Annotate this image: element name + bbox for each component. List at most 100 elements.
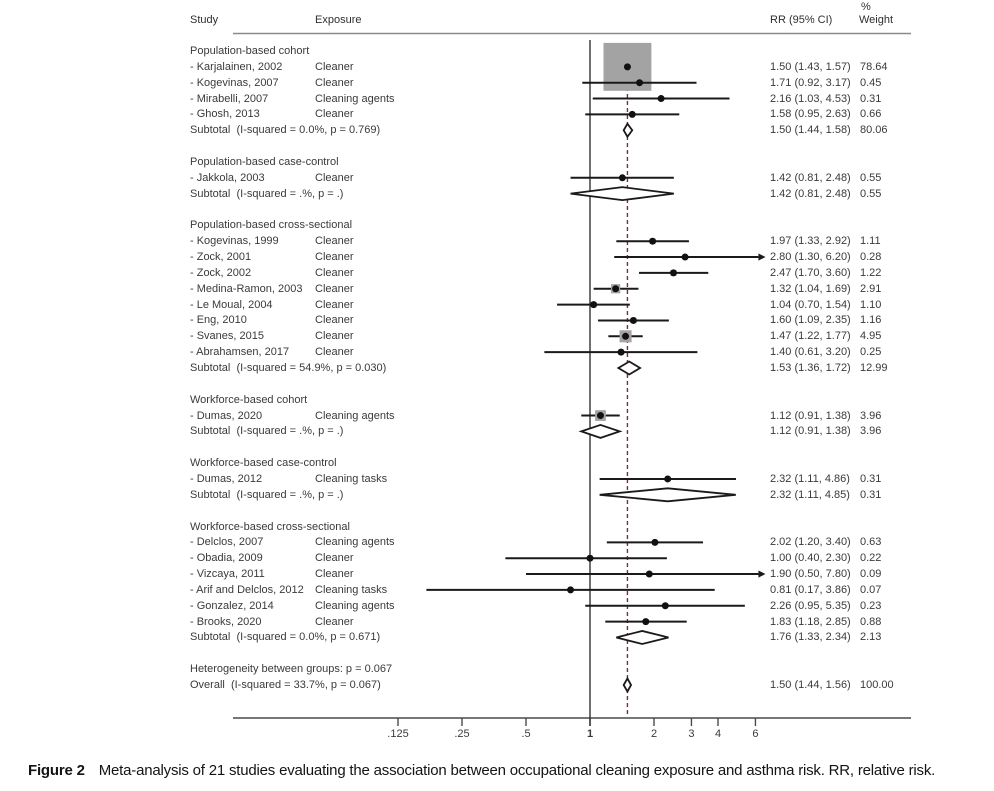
point-estimate-marker bbox=[590, 301, 598, 309]
study-label: - Mirabelli, 2007 bbox=[190, 92, 269, 105]
group-header: Population-based case-control bbox=[190, 155, 339, 168]
weight-value: 0.66 bbox=[860, 108, 882, 121]
weight-value: 12.99 bbox=[860, 362, 888, 374]
exposure-label: Cleaner bbox=[315, 251, 354, 264]
point-estimate-marker bbox=[586, 554, 594, 562]
point-estimate-marker bbox=[636, 79, 644, 87]
point-estimate-marker bbox=[567, 586, 575, 594]
weight-value: 100.00 bbox=[860, 679, 894, 691]
column-header-percent: % bbox=[861, 1, 871, 13]
exposure-label: Cleaner bbox=[315, 171, 354, 184]
exposure-label: Cleaning agents bbox=[315, 599, 395, 612]
exposure-label: Cleaner bbox=[315, 235, 354, 248]
rr-ci-value: 1.71 (0.92, 3.17) bbox=[770, 76, 851, 89]
weight-value: 2.13 bbox=[860, 631, 882, 644]
point-estimate-marker bbox=[612, 285, 620, 293]
exposure-label: Cleaner bbox=[315, 266, 354, 279]
group-header: Workforce-based cohort bbox=[190, 393, 308, 406]
weight-value: 4.95 bbox=[860, 330, 882, 343]
x-tick-label: 3 bbox=[688, 728, 695, 740]
point-estimate-marker bbox=[649, 237, 657, 245]
group-header: Population-based cohort bbox=[190, 45, 310, 57]
weight-value: 0.31 bbox=[860, 488, 882, 501]
study-label: - Le Moual, 2004 bbox=[190, 298, 273, 311]
subtotal-label: Subtotal (I-squared = 0.0%, p = 0.671) bbox=[190, 631, 381, 644]
column-header-rr-ci: RR (95% CI) bbox=[770, 14, 833, 26]
group-header: Workforce-based case-control bbox=[190, 457, 337, 470]
point-estimate-marker bbox=[664, 475, 672, 483]
subtotal-diamond bbox=[622, 122, 634, 139]
subtotal-diamond bbox=[570, 186, 674, 202]
weight-value: 3.96 bbox=[860, 425, 882, 438]
exposure-label: Cleaner bbox=[315, 76, 354, 89]
weight-value: 2.91 bbox=[860, 282, 882, 295]
rr-ci-value: 1.12 (0.91, 1.38) bbox=[770, 409, 851, 422]
rr-ci-value: 2.26 (0.95, 5.35) bbox=[770, 599, 851, 612]
point-estimate-marker bbox=[642, 618, 650, 626]
study-label: - Gonzalez, 2014 bbox=[190, 599, 274, 612]
exposure-label: Cleaner bbox=[315, 552, 354, 565]
point-estimate-marker bbox=[596, 412, 604, 420]
rr-ci-value: 1.32 (1.04, 1.69) bbox=[770, 282, 851, 295]
exposure-label: Cleaner bbox=[315, 346, 354, 359]
exposure-label: Cleaner bbox=[315, 615, 354, 628]
overall-label: Overall (I-squared = 33.7%, p = 0.067) bbox=[190, 679, 381, 691]
rr-ci-value: 1.60 (1.09, 2.35) bbox=[770, 314, 851, 327]
rr-ci-value: 1.90 (0.50, 7.80) bbox=[770, 568, 851, 581]
exposure-label: Cleaning agents bbox=[315, 92, 395, 105]
study-label: - Ghosh, 2013 bbox=[190, 108, 260, 121]
study-label: - Svanes, 2015 bbox=[190, 330, 264, 343]
exposure-label: Cleaner bbox=[315, 314, 354, 327]
study-label: - Vizcaya, 2011 bbox=[190, 568, 265, 581]
rr-ci-value: 1.97 (1.33, 2.92) bbox=[770, 235, 851, 248]
point-estimate-marker bbox=[618, 174, 626, 182]
point-estimate-marker bbox=[661, 602, 669, 610]
rr-ci-value: 1.50 (1.43, 1.57) bbox=[770, 60, 851, 73]
study-label: - Obadia, 2009 bbox=[190, 552, 263, 565]
subtotal-diamond bbox=[616, 630, 669, 645]
subtotal-label: Subtotal (I-squared = 54.9%, p = 0.030) bbox=[190, 362, 387, 374]
weight-value: 0.09 bbox=[860, 568, 882, 581]
rr-ci-value: 2.02 (1.20, 3.40) bbox=[770, 536, 851, 549]
subtotal-label: Subtotal (I-squared = .%, p = .) bbox=[190, 425, 344, 438]
x-tick-label: .125 bbox=[387, 728, 409, 740]
exposure-label: Cleaner bbox=[315, 282, 354, 295]
study-label: - Zock, 2001 bbox=[190, 251, 252, 264]
weight-value: 1.16 bbox=[860, 314, 882, 327]
study-label: - Dumas, 2012 bbox=[190, 472, 263, 485]
exposure-label: Cleaning tasks bbox=[315, 472, 388, 485]
figure-caption-label: Figure 2 bbox=[28, 762, 85, 779]
exposure-label: Cleaning tasks bbox=[315, 583, 388, 596]
weight-value: 0.88 bbox=[860, 615, 882, 628]
point-estimate-marker bbox=[623, 63, 631, 71]
exposure-label: Cleaner bbox=[315, 298, 354, 311]
point-estimate-marker bbox=[629, 316, 637, 324]
column-header-study: Study bbox=[190, 14, 219, 26]
subtotal-label: Subtotal (I-squared = 0.0%, p = 0.769) bbox=[190, 124, 381, 137]
study-label: - Kogevinas, 2007 bbox=[190, 76, 279, 89]
subtotal-diamond bbox=[578, 423, 623, 439]
exposure-label: Cleaning agents bbox=[315, 409, 395, 422]
rr-ci-value: 2.32 (1.11, 4.85) bbox=[770, 488, 850, 501]
weight-value: 1.10 bbox=[860, 298, 882, 311]
rr-ci-value: 1.58 (0.95, 2.63) bbox=[770, 108, 851, 121]
study-label: - Karjalainen, 2002 bbox=[190, 60, 283, 73]
rr-ci-value: 1.04 (0.70, 1.54) bbox=[770, 298, 851, 311]
ci-arrow-cap bbox=[758, 253, 766, 261]
weight-value: 0.31 bbox=[860, 472, 882, 485]
study-label: - Arif and Delclos, 2012 bbox=[190, 583, 304, 596]
rr-ci-value: 1.50 (1.44, 1.58) bbox=[770, 124, 851, 137]
weight-value: 0.28 bbox=[860, 251, 882, 264]
column-header-exposure: Exposure bbox=[315, 14, 362, 26]
rr-ci-value: 2.47 (1.70, 3.60) bbox=[770, 266, 851, 279]
figure-caption: Figure 2 Meta-analysis of 21 studies eval… bbox=[28, 761, 978, 781]
weight-value: 0.55 bbox=[860, 187, 882, 200]
point-estimate-marker bbox=[622, 332, 630, 340]
study-label: - Medina-Ramon, 2003 bbox=[190, 282, 303, 295]
study-label: - Delclos, 2007 bbox=[190, 536, 264, 549]
rr-ci-value: 1.00 (0.40, 2.30) bbox=[770, 552, 851, 565]
point-estimate-marker bbox=[669, 269, 677, 277]
rr-ci-value: 1.12 (0.91, 1.38) bbox=[770, 425, 851, 438]
rr-ci-value: 2.32 (1.11, 4.86) bbox=[770, 472, 850, 485]
